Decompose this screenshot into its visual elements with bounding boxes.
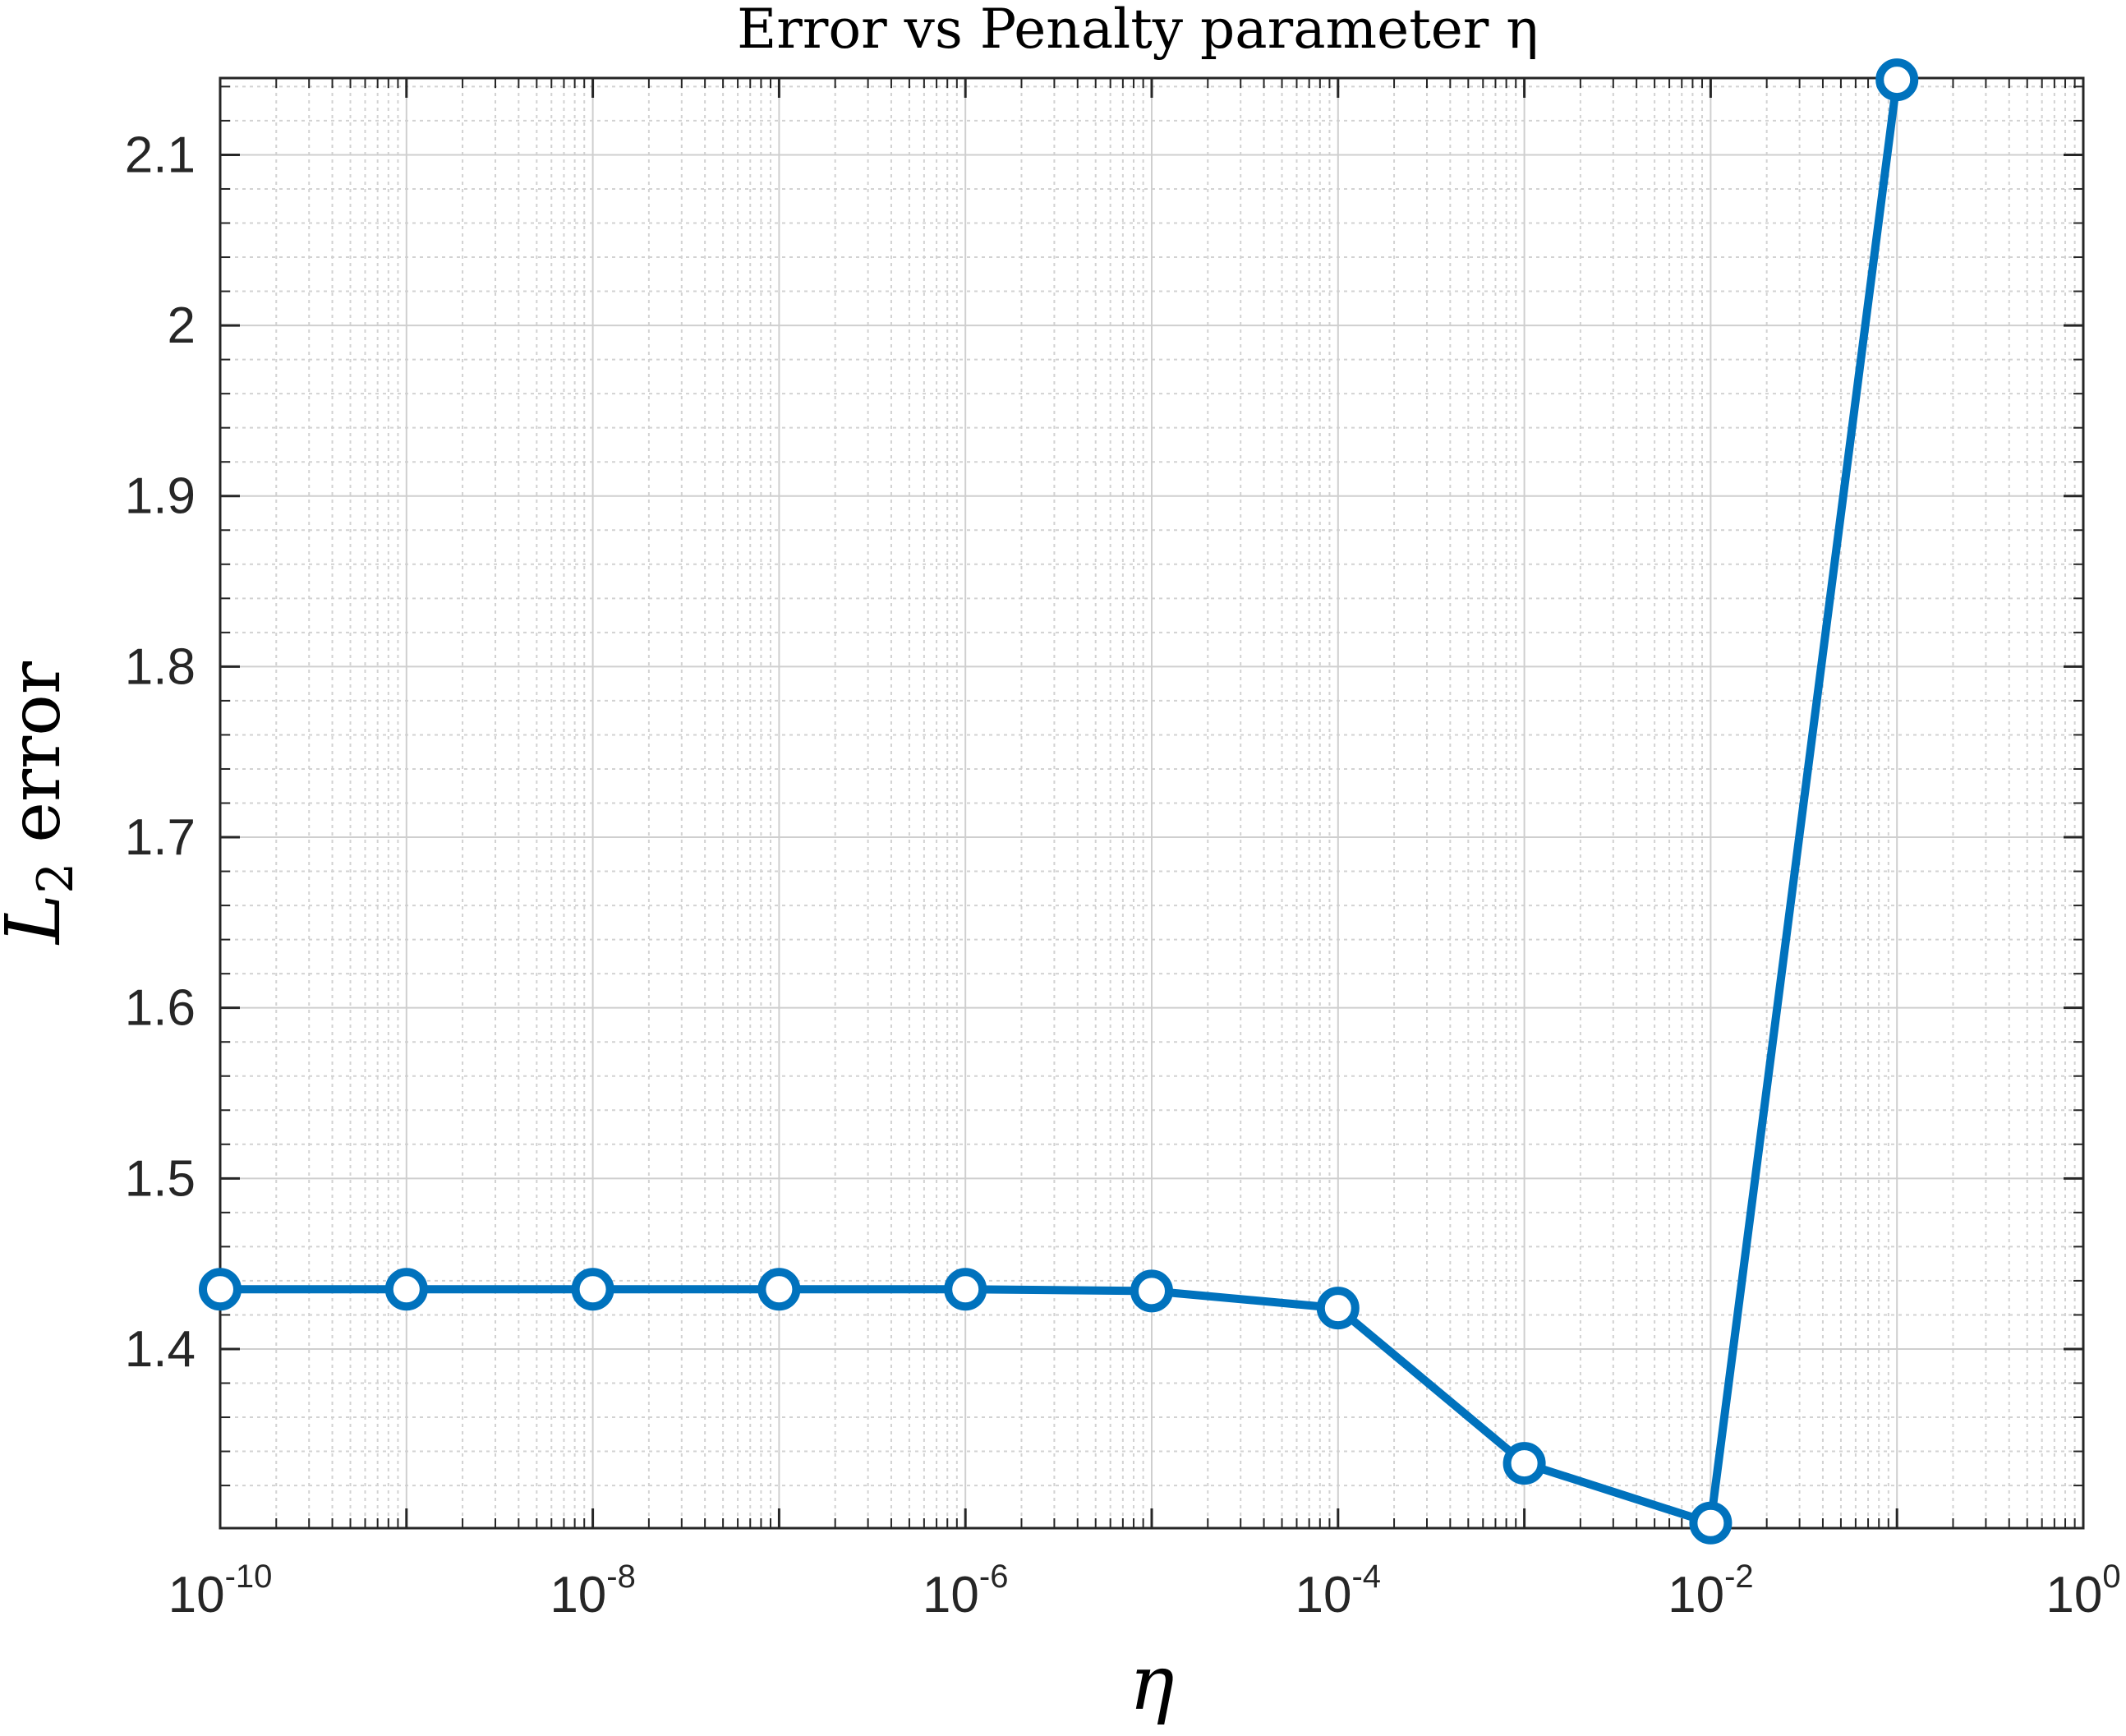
x-tick-label: 10-4 (1295, 1559, 1382, 1623)
x-tick-label-text: 100 (2045, 1559, 2120, 1623)
y-tick-label: 1.6 (125, 980, 196, 1037)
y-tick-label: 1.7 (125, 809, 196, 866)
x-tick-exponent: -10 (225, 1559, 273, 1595)
x-tick-base: 10 (168, 1567, 225, 1623)
x-tick-base: 10 (1668, 1567, 1724, 1623)
data-point (1502, 1442, 1546, 1485)
y-tick-label: 2.1 (125, 127, 196, 183)
y-tick-label: 2 (168, 297, 196, 354)
data-point (1130, 1269, 1173, 1313)
x-tick-label-text: 10-2 (1668, 1559, 1754, 1623)
x-tick-label: 10-6 (923, 1559, 1009, 1623)
y-axis-label-main: L (0, 894, 77, 946)
x-tick-label-text: 10-4 (1295, 1559, 1382, 1623)
x-tick-exponent: -4 (1351, 1559, 1381, 1595)
x-tick-label-text: 10-10 (168, 1559, 273, 1623)
data-point (384, 1268, 428, 1311)
y-tick-label: 1.8 (125, 638, 196, 695)
y-axis-label-rest: error (0, 661, 76, 843)
x-tick-base: 10 (2045, 1567, 2102, 1623)
x-tick-labels: 10-10 10-8 10-6 10-4 10-2 100 (168, 1559, 2121, 1623)
x-tick-exponent: 0 (2102, 1559, 2120, 1595)
data-point (571, 1268, 614, 1311)
x-tick-label: 10-2 (1668, 1559, 1754, 1623)
data-point (757, 1268, 801, 1311)
data-point (199, 1268, 242, 1311)
data-point (1875, 58, 1919, 102)
x-tick-label: 10-8 (550, 1559, 636, 1623)
series-layer (199, 58, 1919, 1545)
x-tick-base: 10 (550, 1567, 606, 1623)
major-grid (219, 78, 2084, 1528)
x-tick-exponent: -2 (1724, 1559, 1754, 1595)
x-tick-label: 100 (2045, 1559, 2120, 1623)
data-point (1316, 1287, 1360, 1330)
y-axis-label-sub: 2 (27, 863, 85, 894)
x-tick-label-text: 10-8 (550, 1559, 636, 1623)
x-tick-base: 10 (1295, 1567, 1352, 1623)
data-point (1689, 1501, 1733, 1545)
x-tick-label: 10-10 (168, 1559, 273, 1623)
y-axis-label: L2 error (0, 661, 85, 946)
x-tick-exponent: -8 (606, 1559, 636, 1595)
x-tick-label-text: 10-6 (923, 1559, 1009, 1623)
series-line (216, 76, 1902, 1527)
x-tick-base: 10 (923, 1567, 979, 1623)
plot-frame (219, 76, 2085, 1530)
y-tick-label: 1.5 (125, 1150, 196, 1207)
data-point (944, 1268, 987, 1311)
x-tick-exponent: -6 (979, 1559, 1009, 1595)
y-tick-labels: 1.4 1.5 1.6 1.7 1.8 1.9 2 2.1 (125, 127, 196, 1378)
axis-ticks (219, 78, 2085, 1528)
y-tick-label: 1.4 (125, 1321, 196, 1378)
x-axis-label: η (1129, 1639, 1174, 1727)
chart-title: Error vs Penalty parameter η (737, 0, 1539, 61)
y-tick-label: 1.9 (125, 468, 196, 525)
